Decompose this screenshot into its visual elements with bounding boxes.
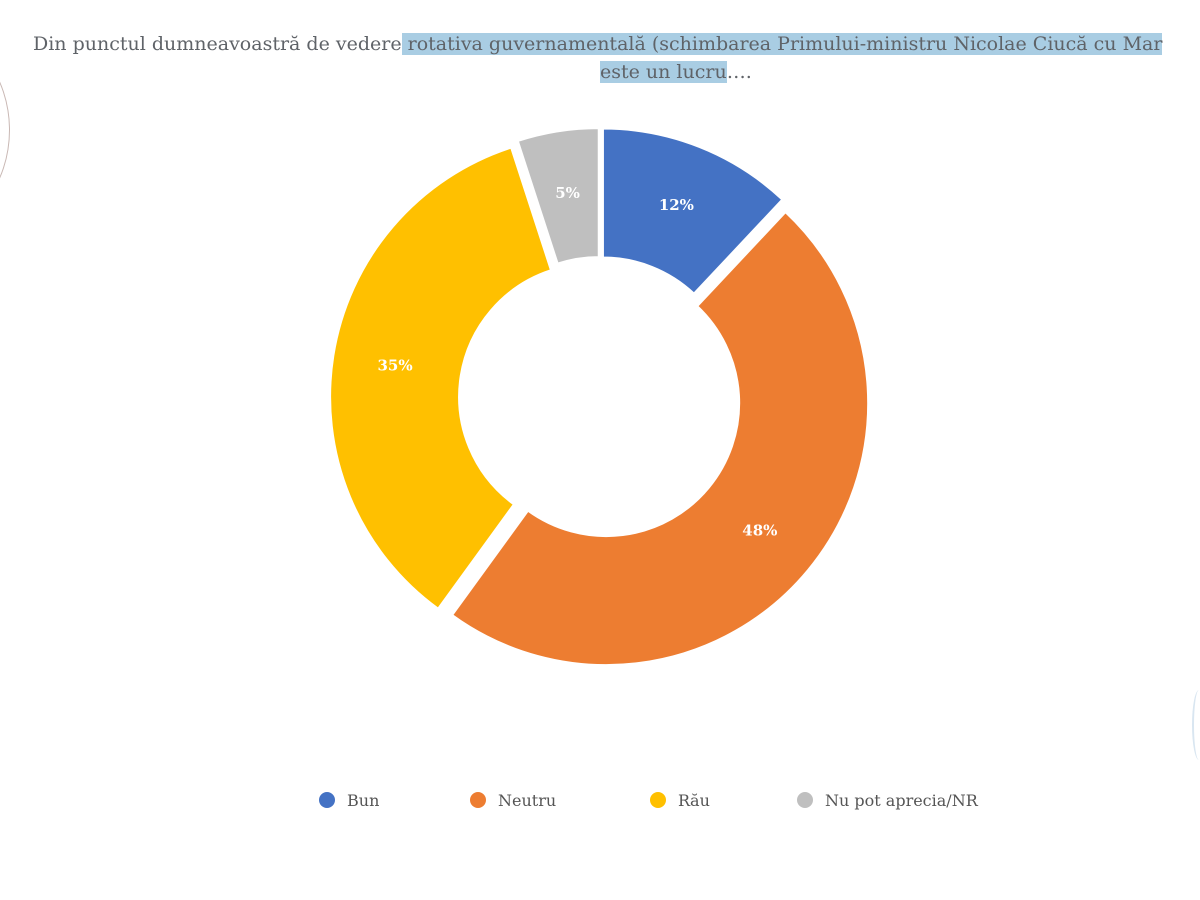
chart-title-line-1: Din punctul dumneavoastră de vedere rota… bbox=[33, 30, 1163, 58]
chart-legend: Bun Neutru Rău Nu pot aprecia/NR bbox=[0, 786, 1200, 814]
legend-item: Neutru bbox=[470, 786, 556, 814]
legend-item: Bun bbox=[319, 786, 379, 814]
chart-title-ellipsis: …. bbox=[726, 61, 752, 83]
legend-swatch bbox=[650, 792, 666, 808]
legend-label: Nu pot aprecia/NR bbox=[825, 790, 978, 810]
chart-title-plain: Din punctul dumneavoastră de vedere bbox=[33, 33, 402, 55]
legend-label: Rău bbox=[678, 790, 710, 810]
chart-title-highlight: rotativa guvernamentală (schimbarea Prim… bbox=[401, 33, 1163, 55]
legend-item: Rău bbox=[650, 786, 710, 814]
donut-slice-nu-pot-aprecia-nr bbox=[516, 127, 600, 265]
donut-slice-bun bbox=[601, 127, 784, 296]
legend-swatch bbox=[319, 792, 335, 808]
slice-data-label: 5% bbox=[555, 184, 580, 202]
legend-label: Bun bbox=[347, 790, 380, 810]
legend-swatch bbox=[797, 792, 813, 808]
slice-data-label: 35% bbox=[377, 357, 412, 375]
legend-swatch bbox=[470, 792, 486, 808]
edge-decoration-right bbox=[1192, 690, 1200, 760]
slice-data-label: 12% bbox=[659, 196, 694, 214]
slice-data-label: 48% bbox=[742, 521, 777, 539]
chart-title-highlight-2: este un lucru bbox=[600, 61, 727, 83]
chart-title-line-2: este un lucru…. bbox=[600, 58, 752, 86]
legend-label: Neutru bbox=[498, 790, 557, 810]
donut-slice-neutru bbox=[450, 210, 870, 667]
donut-slice-r-u bbox=[329, 146, 553, 611]
legend-item: Nu pot aprecia/NR bbox=[797, 786, 978, 814]
